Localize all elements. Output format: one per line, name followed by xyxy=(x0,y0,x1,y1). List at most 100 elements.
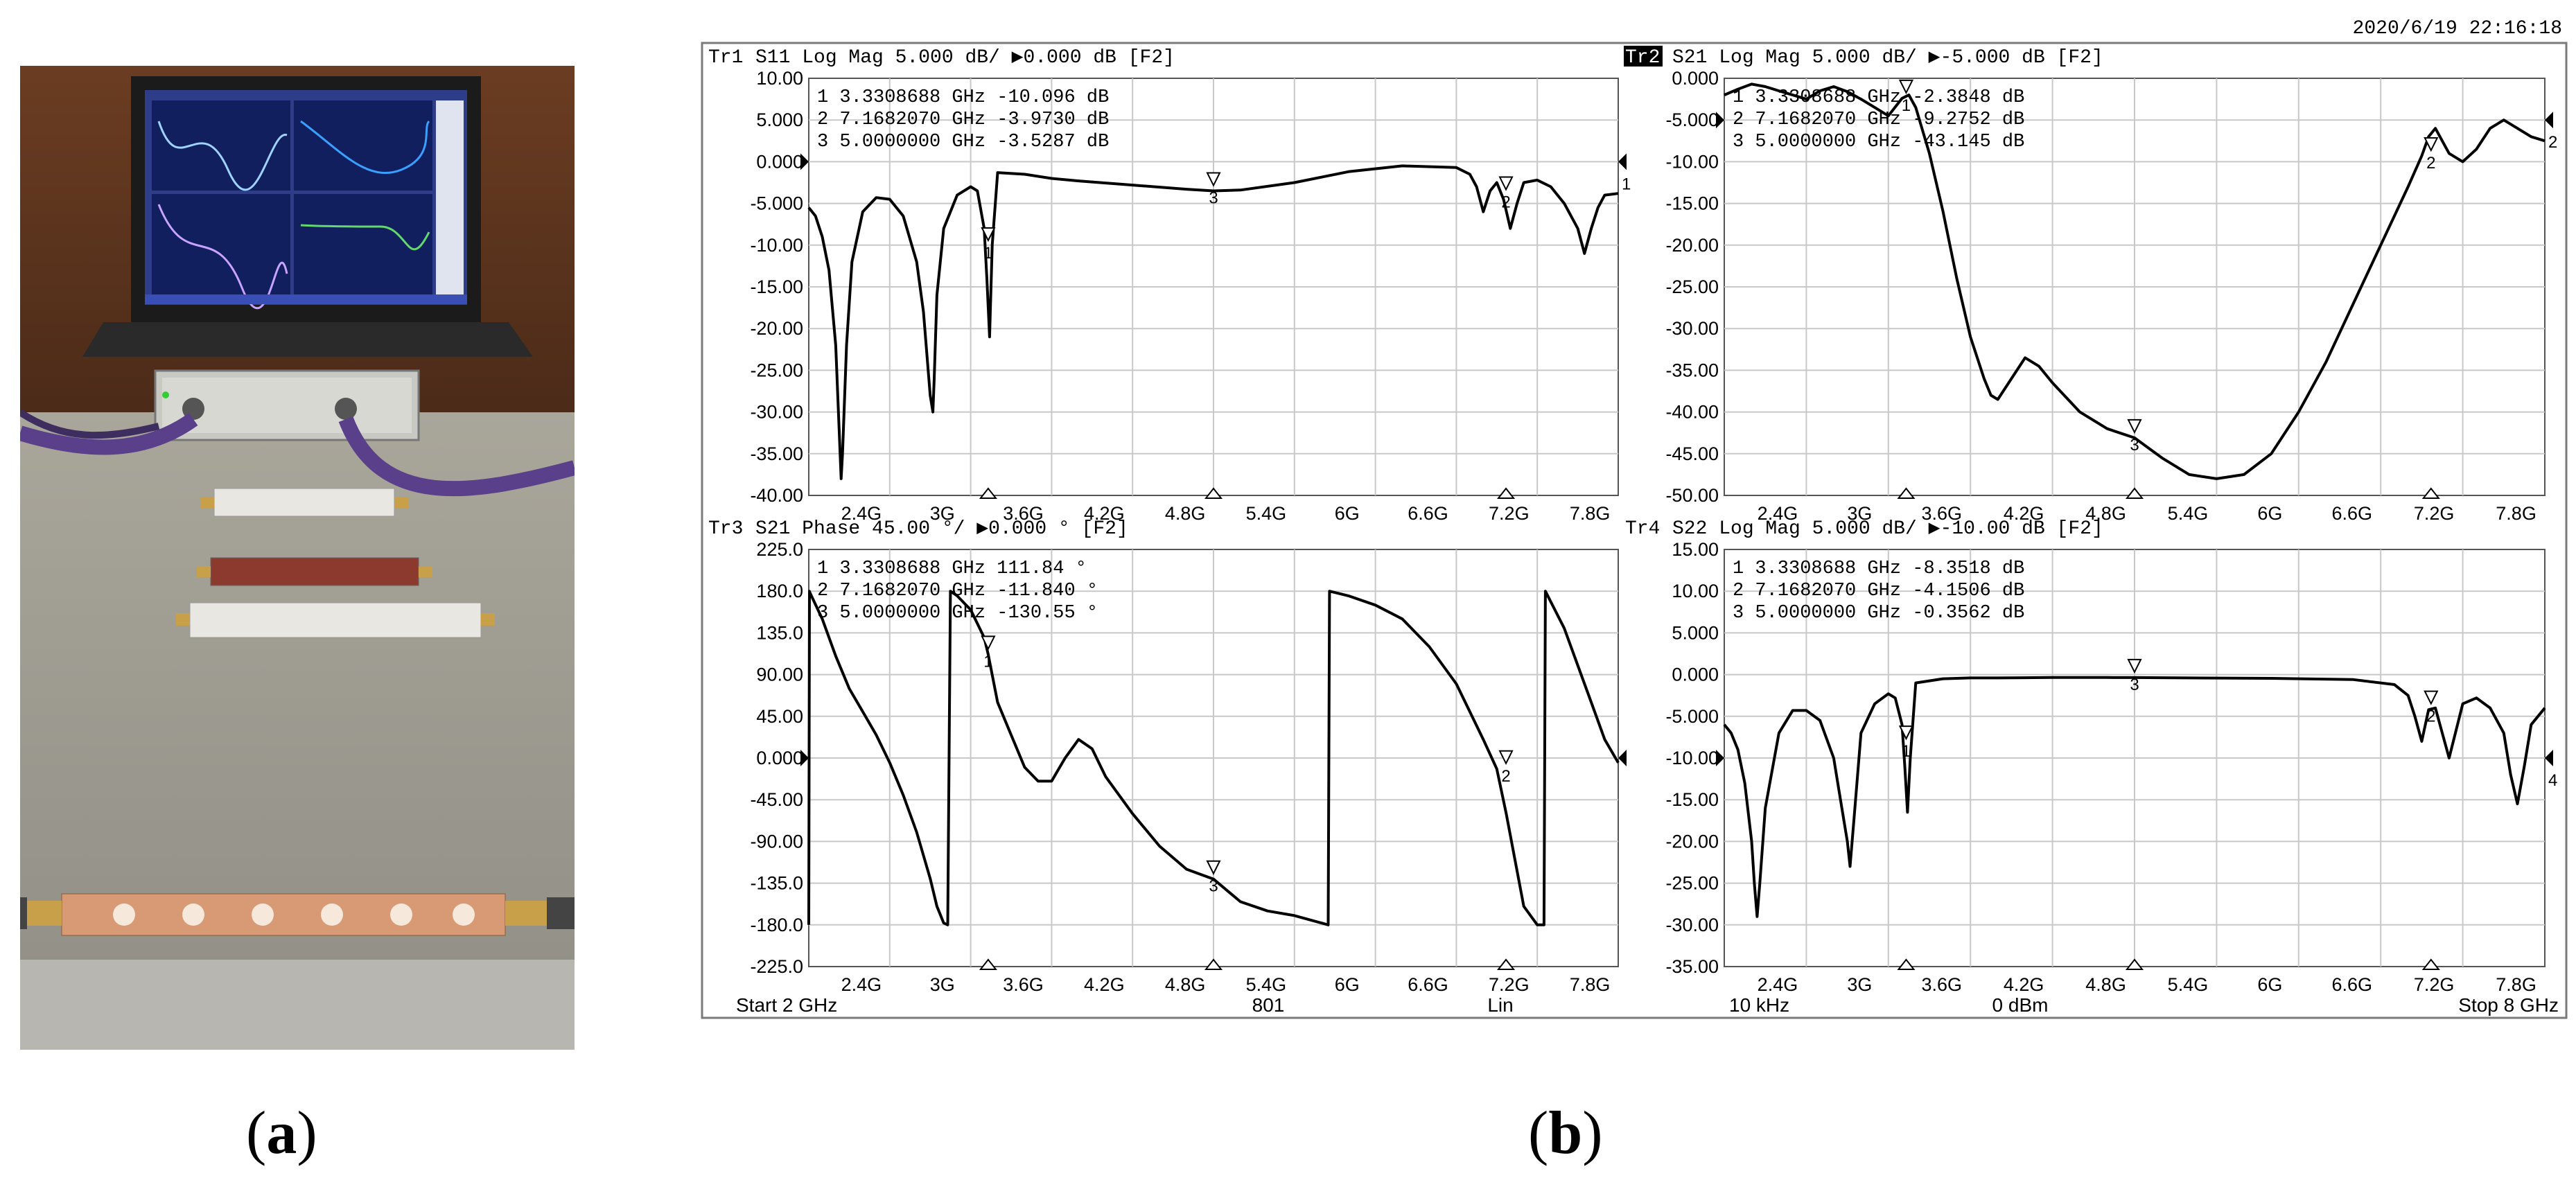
trace-label: Tr3 xyxy=(708,518,743,540)
trace-title: S21 Phase 45.00 °/ ▶0.000 ° [F2] xyxy=(755,518,1128,540)
x-tick-label: 3.6G xyxy=(1003,974,1044,995)
trace-line xyxy=(807,590,1620,926)
x-tick-label: 5.4G xyxy=(2168,974,2209,995)
y-tick-label: -45.00 xyxy=(1665,443,1719,464)
caption-b-label: b xyxy=(1548,1100,1583,1167)
x-tick-label: 7.8G xyxy=(1570,974,1611,995)
y-tick-label: -25.00 xyxy=(1665,873,1719,894)
y-tick-label: -5.000 xyxy=(1665,109,1719,130)
y-tick-label: 10.00 xyxy=(756,68,803,89)
marker-readout: 2 7.1682070 GHz -4.1506 dB xyxy=(1733,581,2024,601)
y-tick-label: -135.0 xyxy=(750,873,803,894)
marker-number: 2 xyxy=(1501,193,1510,212)
y-tick-label: -225.0 xyxy=(750,956,803,977)
marker-readout: 1 3.3308688 GHz -2.3848 dB xyxy=(1733,87,2024,108)
footer-sweep: Lin xyxy=(1487,994,1513,1016)
x-tick-label: 4.2G xyxy=(1084,974,1125,995)
marker-number: 2 xyxy=(2426,707,2435,726)
ref-arrow-left xyxy=(1716,750,1724,766)
x-tick-label: 4.2G xyxy=(1084,503,1125,524)
axis-marker xyxy=(979,958,997,970)
y-tick-label: -35.00 xyxy=(750,443,803,464)
trace-label: Tr4 xyxy=(1625,518,1660,540)
x-tick-label: 2.4G xyxy=(1758,974,1798,995)
y-tick-label: -15.00 xyxy=(1665,789,1719,810)
photo-measurement-setup xyxy=(20,66,575,1050)
marker-number: 1 xyxy=(1902,742,1911,761)
marker-number: 3 xyxy=(1209,877,1218,896)
chart-panel-4: Tr4 S22 Log Mag 5.000 dB/ ▶-10.00 dB [F2]… xyxy=(1625,518,2557,995)
x-tick-label: 5.4G xyxy=(1246,503,1287,524)
marker-readout: 3 5.0000000 GHz -3.5287 dB xyxy=(817,132,1109,152)
marker-number: 3 xyxy=(1209,189,1218,208)
y-tick-label: -180.0 xyxy=(750,915,803,935)
x-tick-label: 7.2G xyxy=(1489,974,1530,995)
x-tick-label: 4.2G xyxy=(2004,503,2044,524)
vna-instrument xyxy=(154,369,420,441)
x-tick-label: 6G xyxy=(2257,503,2282,524)
ref-channel-label: 1 xyxy=(1622,175,1631,193)
x-tick-label: 2.4G xyxy=(841,974,882,995)
axis-marker xyxy=(2125,958,2144,970)
marker-symbol xyxy=(1206,860,1221,875)
footer-points: 801 xyxy=(1252,994,1285,1016)
marker-readout: 2 7.1682070 GHz -3.9730 dB xyxy=(817,109,1109,130)
axis-marker xyxy=(1897,487,1916,499)
marker-symbol xyxy=(2424,136,2439,152)
y-tick-label: -10.00 xyxy=(750,235,803,256)
marker-number: 1 xyxy=(983,244,992,263)
x-tick-label: 7.2G xyxy=(2414,503,2455,524)
x-tick-label: 7.8G xyxy=(2496,503,2536,524)
trace-title: S21 Log Mag 5.000 dB/ ▶-5.000 dB [F2] xyxy=(1672,47,2103,69)
y-tick-label: -25.00 xyxy=(1665,276,1719,297)
x-tick-label: 4.8G xyxy=(1165,503,1206,524)
y-tick-label: -90.00 xyxy=(750,831,803,852)
trace-label: Tr2 xyxy=(1625,47,1660,69)
x-tick-label: 4.8G xyxy=(1165,974,1206,995)
caption-a-label: a xyxy=(266,1100,297,1167)
ref-arrow-left xyxy=(1716,112,1724,129)
y-tick-label: -35.00 xyxy=(1665,360,1719,380)
x-tick-label: 3G xyxy=(1847,974,1872,995)
footer-stop: Stop 8 GHz xyxy=(2458,994,2559,1016)
y-tick-label: 10.00 xyxy=(1672,581,1719,601)
x-tick-label: 2.4G xyxy=(841,503,882,524)
y-tick-label: 5.000 xyxy=(1672,622,1719,643)
footer-start: Start 2 GHz xyxy=(736,994,837,1016)
axis-marker xyxy=(1496,958,1516,970)
y-tick-label: 15.00 xyxy=(1672,539,1719,560)
x-tick-label: 3.6G xyxy=(1921,503,1962,524)
marker-readout: 3 5.0000000 GHz -0.3562 dB xyxy=(1733,603,2024,624)
ref-channel-label: 2 xyxy=(2548,133,2557,152)
ref-arrow-right xyxy=(2545,750,2553,766)
x-tick-label: 4.8G xyxy=(2085,974,2126,995)
caption-b: (b) xyxy=(1528,1100,1603,1167)
x-tick-label: 7.8G xyxy=(1570,503,1611,524)
marker-symbol xyxy=(2127,658,2142,674)
marker-symbol xyxy=(1498,176,1514,191)
trace-line xyxy=(807,164,1619,480)
caption-a: (a) xyxy=(246,1100,317,1167)
y-tick-label: -20.00 xyxy=(1665,831,1719,852)
y-tick-label: -25.00 xyxy=(750,360,803,380)
marker-readout: 1 3.3308688 GHz 111.84 ° xyxy=(817,558,1087,579)
y-tick-label: -5.000 xyxy=(750,193,803,214)
ref-arrow-left xyxy=(800,153,809,170)
marker-readout: 2 7.1682070 GHz -11.840 ° xyxy=(817,581,1098,601)
trace-label: Tr1 xyxy=(708,47,743,69)
axis-marker xyxy=(1204,487,1223,499)
axis-marker xyxy=(1897,958,1916,970)
chart-panel-1: Tr1 S11 Log Mag 5.000 dB/ ▶0.000 dB [F2]1… xyxy=(708,47,1631,524)
marker-number: 1 xyxy=(1902,96,1911,115)
ref-channel-label: 4 xyxy=(2548,771,2557,790)
filter-boards xyxy=(20,488,575,936)
x-tick-label: 4.8G xyxy=(2085,503,2126,524)
axis-marker xyxy=(2421,958,2440,970)
y-tick-label: -35.00 xyxy=(1665,956,1719,977)
x-tick-label: 6G xyxy=(2257,974,2282,995)
y-tick-label: 0.000 xyxy=(756,151,803,172)
x-tick-label: 7.2G xyxy=(1489,503,1530,524)
x-tick-label: 3.6G xyxy=(1003,503,1044,524)
x-tick-label: 3.6G xyxy=(1921,974,1962,995)
